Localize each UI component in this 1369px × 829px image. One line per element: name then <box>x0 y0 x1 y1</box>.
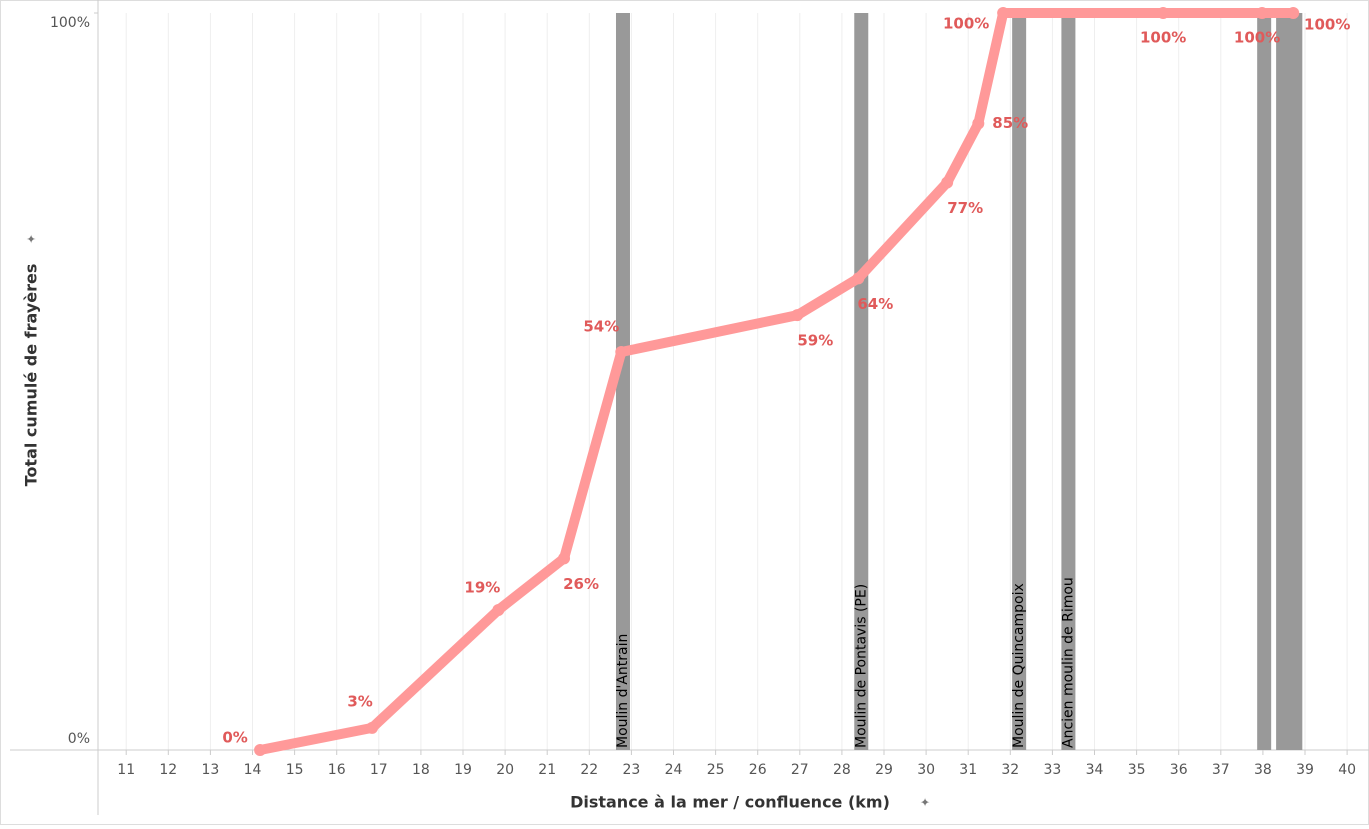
point <box>997 7 1010 19</box>
point <box>791 309 804 322</box>
mill-bar <box>1012 13 1027 750</box>
x-tick-label: 28 <box>833 762 851 778</box>
x-tick-label: 11 <box>117 762 135 778</box>
y-tick-label: 0% <box>68 731 90 747</box>
x-tick-label: 32 <box>1001 762 1019 778</box>
data-label: 64% <box>857 295 893 313</box>
mill-bar <box>854 13 869 750</box>
x-tick-label: 20 <box>496 762 514 778</box>
x-tick-label: 24 <box>665 762 683 778</box>
point <box>558 552 571 565</box>
mill-label: Moulin de Quincampoix <box>1011 583 1027 748</box>
point <box>1256 7 1269 19</box>
x-tick-label: 30 <box>917 762 935 778</box>
pin-icon: ✦ <box>920 796 930 810</box>
data-label: 100% <box>943 15 989 33</box>
x-tick-label: 23 <box>622 762 640 778</box>
mill-bar <box>1257 13 1272 750</box>
x-tick-label: 13 <box>201 762 219 778</box>
point <box>492 603 505 616</box>
x-tick-label: 27 <box>791 762 809 778</box>
mill-bar <box>615 13 630 750</box>
data-label: 100% <box>1304 16 1350 34</box>
mill-bar <box>1288 13 1303 750</box>
x-tick-label: 29 <box>875 762 893 778</box>
mill-bar <box>1276 13 1291 750</box>
data-label: 85% <box>992 114 1028 132</box>
x-tick-label: 33 <box>1043 762 1061 778</box>
mill-label: Moulin de Pontavis (PE) <box>853 584 869 748</box>
x-tick-label: 18 <box>412 762 430 778</box>
x-tick-label: 12 <box>159 762 177 778</box>
x-tick-label: 34 <box>1086 762 1104 778</box>
x-tick-label: 37 <box>1212 762 1230 778</box>
mill-bar <box>1061 13 1076 750</box>
x-axis-title: Distance à la mer / confluence (km) <box>570 793 890 812</box>
data-label: 100% <box>1140 29 1186 47</box>
point <box>972 117 985 130</box>
x-tick-label: 25 <box>707 762 725 778</box>
data-label: 54% <box>583 318 619 336</box>
x-tick-label: 16 <box>328 762 346 778</box>
point <box>254 744 267 756</box>
point <box>615 346 628 359</box>
x-tick-label: 22 <box>580 762 598 778</box>
x-tick-label: 17 <box>370 762 388 778</box>
x-tick-label: 21 <box>538 762 556 778</box>
x-tick-label: 35 <box>1128 762 1146 778</box>
x-tick-label: 31 <box>959 762 977 778</box>
x-tick-label: 26 <box>749 762 767 778</box>
data-label: 59% <box>797 332 833 350</box>
x-tick-label: 14 <box>244 762 262 778</box>
x-tick-label: 40 <box>1338 762 1356 778</box>
data-label: 3% <box>347 692 372 710</box>
mill-label: Moulin d'Antrain <box>615 634 631 748</box>
data-label: 77% <box>947 199 983 217</box>
point <box>366 721 379 734</box>
data-label: 100% <box>1234 29 1280 47</box>
x-tick-label: 19 <box>454 762 472 778</box>
x-tick-label: 38 <box>1254 762 1272 778</box>
x-tick-label: 15 <box>286 762 304 778</box>
x-tick-label: 36 <box>1170 762 1188 778</box>
x-tick-label: 39 <box>1296 762 1314 778</box>
y-axis-title: Total cumulé de frayères <box>22 264 41 487</box>
y-tick-label: 100% <box>50 15 90 31</box>
data-label: 0% <box>222 729 247 747</box>
point <box>941 176 954 189</box>
point <box>1157 7 1170 19</box>
mill-label: Ancien moulin de Rimou <box>1060 577 1076 748</box>
data-label: 19% <box>464 578 500 596</box>
point <box>852 272 865 285</box>
point <box>1287 7 1300 19</box>
pin-icon: ✦ <box>25 234 39 244</box>
data-label: 26% <box>563 575 599 593</box>
